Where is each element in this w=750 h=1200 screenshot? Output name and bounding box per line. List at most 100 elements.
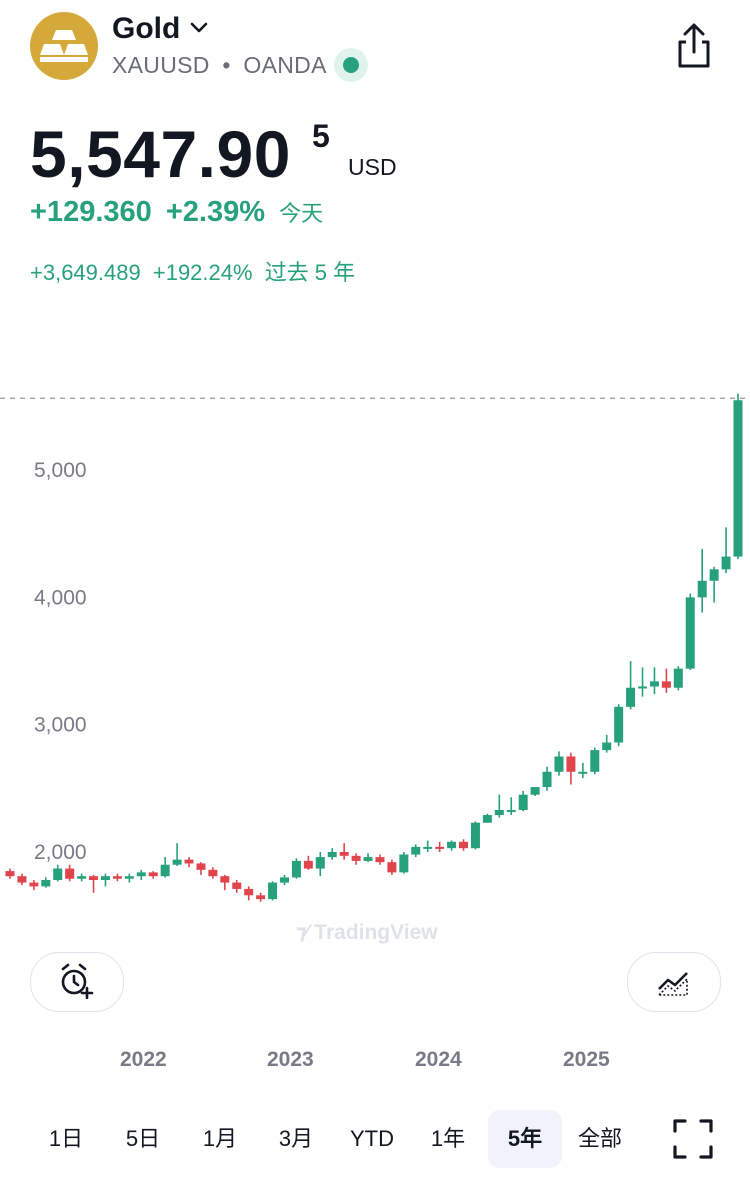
timeframe-2[interactable]: 1月 (202, 1126, 238, 1151)
candle-body (65, 868, 75, 879)
candle-body (709, 569, 719, 581)
candle-body (602, 742, 612, 751)
y-tick-label: 5,000 (34, 459, 87, 482)
x-tick-label: 2023 (267, 1048, 314, 1071)
candle-body (423, 846, 433, 849)
price-chart[interactable]: 5,000 4,000 3,000 2,000 (0, 380, 750, 940)
candle-body (77, 876, 87, 879)
share-icon[interactable] (672, 22, 716, 70)
alarm-add-icon (61, 963, 94, 999)
candle-body (5, 871, 15, 877)
add-alert-button[interactable] (30, 952, 124, 1012)
candle-body (172, 859, 182, 865)
candle-body (112, 876, 122, 879)
candle-body (638, 686, 648, 689)
candle-body (447, 841, 457, 849)
candle-body (685, 597, 695, 669)
candle-body (399, 854, 409, 873)
candle-body (148, 872, 158, 877)
gold-bars-icon (30, 12, 98, 80)
candle-body (482, 815, 492, 823)
symbol-subtitle: XAUUSD • OANDA (112, 52, 327, 79)
candle-body (542, 771, 552, 788)
chevron-down-icon[interactable] (188, 16, 210, 38)
candle-body (41, 880, 51, 887)
x-tick-label: 2022 (120, 1048, 167, 1071)
candle-body (53, 868, 63, 881)
candle-body (554, 756, 564, 772)
candle-body (721, 556, 731, 570)
price-currency: USD (348, 154, 397, 180)
candle-body (578, 771, 588, 774)
candle-body (279, 877, 289, 883)
change-period-label: 过去 5 年 (264, 260, 356, 285)
candle-body (339, 852, 349, 856)
timeframe-3[interactable]: 3月 (278, 1126, 314, 1151)
market-open-dot (343, 57, 359, 73)
y-tick-label: 2,000 (34, 841, 87, 864)
timeframe-7[interactable]: 全部 (577, 1126, 622, 1151)
candle-body (100, 876, 110, 881)
timeframe-1[interactable]: 5日 (125, 1126, 161, 1151)
candle-body (244, 888, 254, 896)
candle-body (649, 681, 659, 687)
candle-body (184, 859, 194, 864)
candle-body (256, 895, 266, 900)
candle-body (506, 809, 516, 812)
x-tick-label: 2025 (563, 1048, 610, 1071)
separator: • (222, 52, 231, 78)
candle-body (470, 822, 480, 849)
candle-body (661, 681, 671, 688)
fullscreen-icon[interactable] (672, 1118, 714, 1160)
change-today-label: 今天 (279, 201, 324, 226)
candle-body (291, 860, 301, 878)
candle-body (459, 841, 469, 849)
indicators-button[interactable] (627, 952, 721, 1012)
candle-body (136, 872, 146, 877)
candle-body (17, 876, 27, 883)
candle-body (124, 876, 134, 879)
candle-body (566, 756, 576, 772)
last-price: 5,547.90 (30, 117, 291, 191)
change-today-abs: +129.360 (30, 196, 152, 228)
candle-body (733, 400, 743, 557)
candle-body (614, 706, 624, 743)
candle-body (232, 882, 242, 889)
candle-body (303, 860, 313, 869)
candle-body (208, 869, 218, 877)
price-superscript-digit: 5 (312, 118, 330, 154)
timeframe-5[interactable]: 1年 (430, 1126, 466, 1151)
candle-body (351, 855, 361, 861)
candle-body (375, 857, 385, 863)
change-today: +129.360 +2.39% 今天 (30, 196, 323, 229)
candle-body (327, 852, 337, 858)
candle-body (411, 846, 421, 855)
candle-body (387, 862, 397, 873)
candle-body (435, 846, 445, 849)
change-period-abs: +3,649.489 (30, 260, 141, 285)
y-tick-label: 4,000 (34, 586, 87, 609)
candle-body (160, 864, 170, 877)
candle-body (196, 863, 206, 870)
candle-body (494, 809, 504, 816)
timeframe-0[interactable]: 1日 (48, 1126, 84, 1151)
market-status-indicator (334, 48, 368, 82)
candle-body (530, 787, 540, 795)
candle-body (626, 687, 636, 707)
x-tick-label: 2024 (415, 1048, 462, 1071)
ticker: XAUUSD (112, 52, 210, 78)
change-period: +3,649.489 +192.24% 过去 5 年 (30, 255, 355, 287)
tradingview-logo-icon: ⁊⁄ (296, 921, 308, 944)
timeframe-6[interactable]: 5年 (488, 1110, 562, 1168)
candle-body (518, 794, 528, 810)
tradingview-watermark: ⁊⁄ TradingView (296, 921, 438, 944)
candle-body (220, 876, 230, 883)
candle-body (315, 857, 325, 869)
change-today-pct: +2.39% (165, 196, 265, 228)
candle-body (89, 876, 99, 881)
timeframe-4[interactable]: YTD (350, 1126, 394, 1151)
candle-body (673, 668, 683, 688)
indicators-icon (657, 972, 688, 996)
symbol-name[interactable]: Gold (112, 12, 181, 45)
candle-body (590, 750, 600, 772)
